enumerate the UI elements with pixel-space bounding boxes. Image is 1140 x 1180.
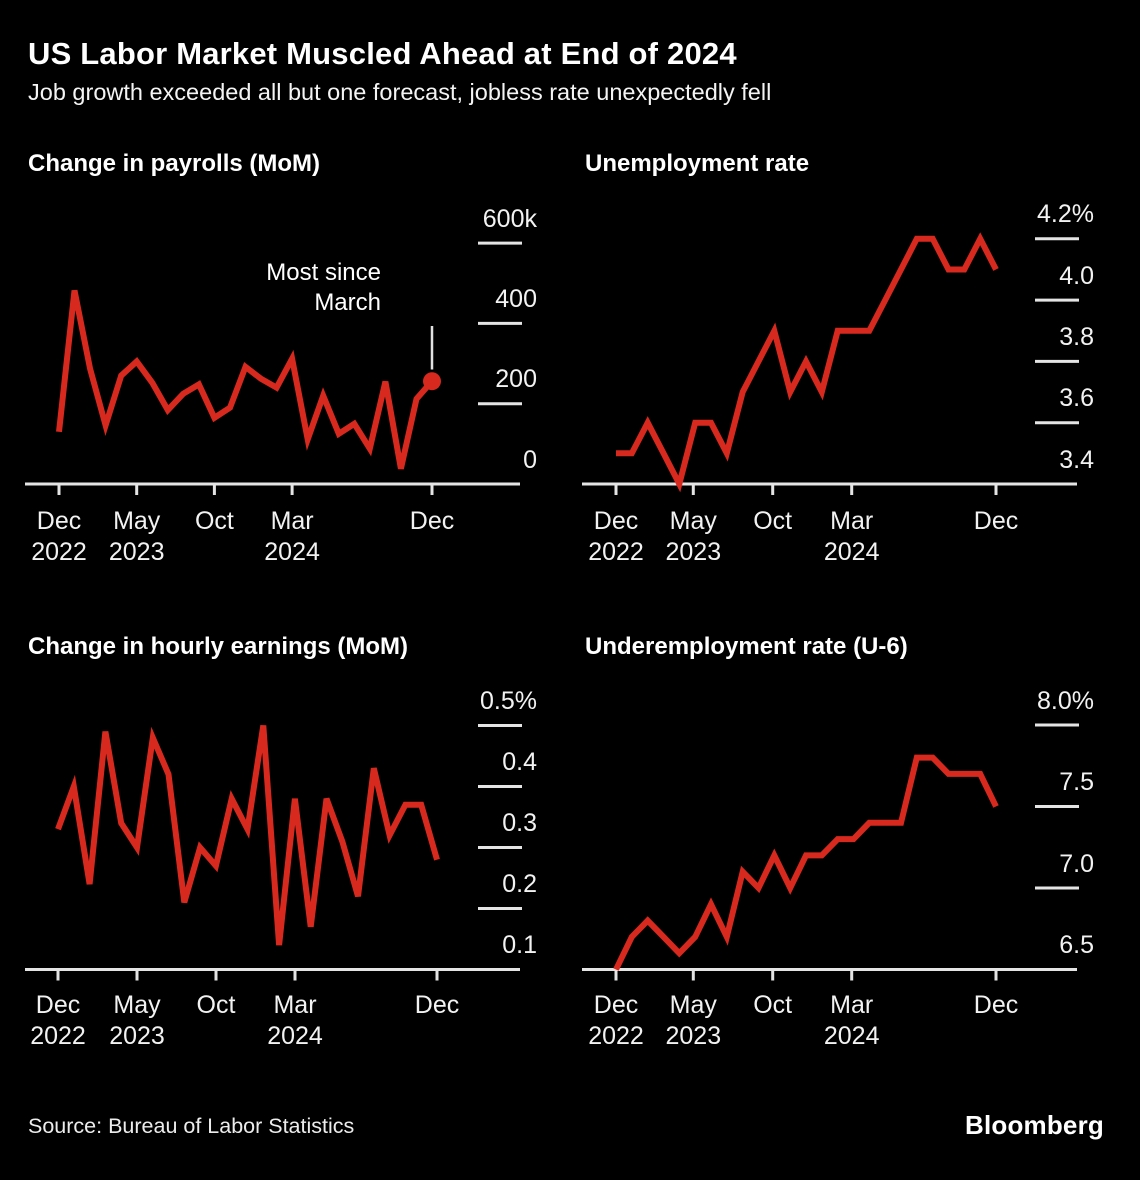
u6-x-axis-month-label: Dec bbox=[973, 991, 1019, 1019]
hourly_earnings-x-axis-year-label: 2024 bbox=[267, 1022, 323, 1050]
hourly_earnings-y-axis-label: 0.3 bbox=[502, 809, 537, 837]
hourly_earnings-y-axis-label: 0.5% bbox=[480, 687, 537, 715]
hourly_earnings-x-axis-month-label: Dec bbox=[35, 991, 81, 1019]
u6-x-axis-month-label: Mar bbox=[830, 991, 874, 1019]
payrolls-x-axis-month-label: Dec bbox=[36, 507, 82, 535]
page-subtitle: Job growth exceeded all but one forecast… bbox=[28, 79, 772, 105]
u6-data-line bbox=[613, 754, 999, 971]
payrolls-x-axis-month-label: May bbox=[113, 507, 161, 535]
unemployment-data-line bbox=[616, 232, 999, 493]
u6-y-axis-label: 7.0 bbox=[1059, 849, 1094, 878]
source-credit: Source: Bureau of Labor Statistics bbox=[28, 1114, 355, 1138]
payrolls-y-axis-label: 600k bbox=[482, 204, 537, 233]
hourly_earnings-y-axis-label: 0.1 bbox=[502, 931, 537, 959]
payrolls-y-axis-label: 200 bbox=[495, 365, 537, 394]
payrolls-y-axis-label: 0 bbox=[523, 445, 537, 474]
page-title: US Labor Market Muscled Ahead at End of … bbox=[28, 36, 737, 71]
unemployment-y-axis-label: 4.0 bbox=[1059, 261, 1094, 290]
payrolls-x-axis-year-label: 2022 bbox=[31, 538, 87, 566]
u6-x-axis-month-label: Dec bbox=[593, 991, 639, 1019]
unemployment-x-axis-month-label: Mar bbox=[830, 507, 874, 535]
bloomberg-logo: Bloomberg bbox=[964, 1110, 1104, 1140]
unemployment-x-axis-year-label: 2022 bbox=[588, 538, 644, 566]
payrolls-latest-point-dot bbox=[423, 372, 441, 391]
unemployment-x-axis-year-label: 2023 bbox=[665, 538, 722, 566]
annotation-line-2: March bbox=[314, 289, 381, 316]
payrolls-x-axis-month-label: Dec bbox=[409, 507, 455, 535]
unemployment-y-axis-label: 3.6 bbox=[1059, 384, 1094, 413]
payrolls-x-axis-year-label: 2024 bbox=[264, 538, 320, 566]
u6-y-axis-label: 6.5 bbox=[1059, 931, 1094, 959]
u6-x-axis-month-label: May bbox=[669, 991, 717, 1019]
u6-x-axis-year-label: 2024 bbox=[823, 1022, 880, 1050]
u6-x-axis-year-label: 2022 bbox=[588, 1022, 644, 1050]
chart-title-unemployment: Unemployment rate bbox=[585, 150, 810, 177]
u6-x-axis-month-label: Oct bbox=[753, 991, 793, 1019]
unemployment-x-axis-month-label: Dec bbox=[973, 507, 1019, 535]
hourly_earnings-y-axis-label: 0.4 bbox=[502, 748, 537, 776]
unemployment-x-axis-month-label: Oct bbox=[753, 507, 793, 535]
chart-title-payrolls: Change in payrolls (MoM) bbox=[28, 150, 321, 177]
payrolls-x-axis-month-label: Oct bbox=[194, 507, 234, 535]
payrolls-x-axis-month-label: Mar bbox=[270, 507, 314, 535]
hourly_earnings-y-axis-label: 0.2 bbox=[502, 870, 537, 898]
hourly_earnings-x-axis-month-label: May bbox=[113, 991, 161, 1019]
hourly_earnings-x-axis-month-label: Mar bbox=[273, 991, 317, 1019]
chart-title-u6: Underemployment rate (U-6) bbox=[585, 633, 908, 660]
annotation-most-since-march: Most since March bbox=[266, 258, 381, 318]
hourly_earnings-x-axis-month-label: Oct bbox=[196, 991, 236, 1019]
u6-y-axis-label: 7.5 bbox=[1059, 768, 1094, 796]
unemployment-x-axis-month-label: May bbox=[669, 507, 717, 535]
annotation-line-1: Most since bbox=[266, 259, 381, 286]
hourly_earnings-x-axis-year-label: 2023 bbox=[109, 1022, 165, 1050]
hourly_earnings-x-axis-month-label: Dec bbox=[414, 991, 460, 1019]
payrolls-data-line bbox=[56, 289, 435, 470]
chart-title-hourly-earnings: Change in hourly earnings (MoM) bbox=[28, 633, 409, 660]
payrolls-y-axis-label: 400 bbox=[495, 284, 537, 313]
hourly_earnings-data-line bbox=[55, 725, 440, 946]
unemployment-y-axis-label: 3.4 bbox=[1059, 445, 1094, 474]
unemployment-y-axis-label: 3.8 bbox=[1059, 322, 1094, 351]
hourly_earnings-x-axis-year-label: 2022 bbox=[30, 1022, 86, 1050]
u6-y-axis-label: 8.0% bbox=[1037, 686, 1094, 715]
unemployment-x-axis-month-label: Dec bbox=[593, 507, 639, 535]
u6-x-axis-year-label: 2023 bbox=[665, 1022, 722, 1050]
unemployment-x-axis-year-label: 2024 bbox=[823, 538, 880, 566]
payrolls-x-axis-year-label: 2023 bbox=[108, 538, 165, 566]
unemployment-y-axis-label: 4.2% bbox=[1037, 200, 1094, 229]
